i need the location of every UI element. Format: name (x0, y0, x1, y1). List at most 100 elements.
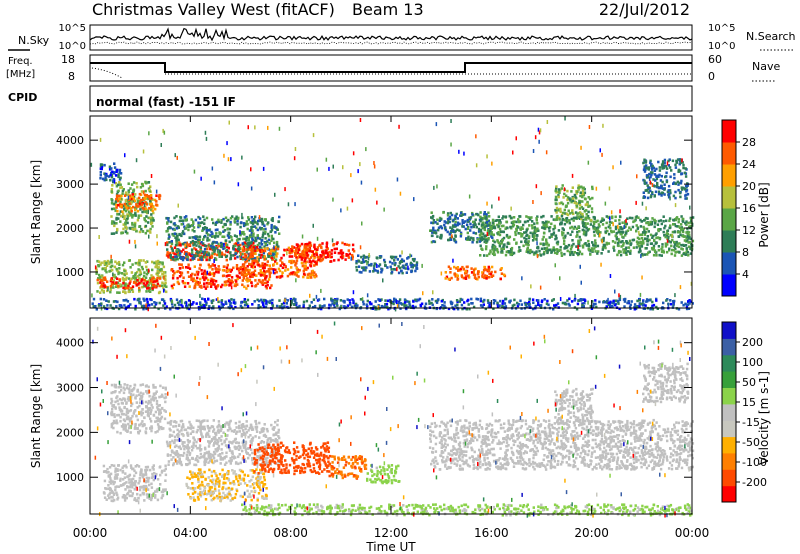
power-cell (492, 299, 496, 302)
power-cell (432, 221, 435, 225)
power-cell (224, 216, 228, 220)
power-cell (262, 299, 266, 302)
power-cell (273, 248, 277, 251)
velocity-cell (156, 478, 160, 481)
power-cell (432, 228, 435, 232)
power-cell (655, 232, 658, 235)
power-cell (564, 205, 568, 209)
power-cell (263, 258, 266, 261)
power-cell (658, 253, 661, 257)
power-cell (274, 226, 278, 229)
power-cell (625, 253, 628, 256)
power-cell (113, 273, 116, 277)
power-cell (597, 231, 600, 235)
power-cell (464, 220, 467, 223)
power-cell (561, 233, 564, 237)
power-cell (123, 214, 126, 218)
power-cell (332, 243, 335, 247)
power-cell (138, 261, 141, 265)
power-cell (583, 229, 586, 232)
power-cell (346, 298, 349, 301)
power-cell (352, 299, 355, 303)
power-cell (581, 305, 584, 308)
power-cell (504, 215, 508, 218)
power-cell (669, 175, 672, 179)
power-cell (660, 194, 663, 197)
power-cell (664, 245, 668, 248)
power-cell (571, 239, 574, 242)
power-cell (190, 275, 193, 279)
power-cell (238, 276, 241, 279)
power-cell (588, 204, 592, 208)
cpid-text: normal (fast) -151 IF (96, 95, 236, 109)
power-cell (172, 270, 175, 273)
power-cell (96, 290, 99, 293)
power-noise-cell (113, 179, 116, 184)
power-cell (456, 274, 459, 278)
power-cell (148, 188, 151, 192)
power-cell (175, 255, 179, 258)
power-cell (645, 221, 648, 225)
power-cell (205, 281, 209, 285)
power-cell (333, 247, 336, 251)
power-cell (533, 236, 536, 240)
power-cell (221, 283, 224, 287)
power-noise-cell (316, 236, 319, 241)
power-cell (216, 253, 219, 257)
power-cell (150, 202, 153, 206)
power-cell (685, 223, 688, 226)
power-cell (218, 244, 221, 248)
power-noise-cell (651, 183, 654, 187)
power-cell (227, 246, 230, 250)
power-cell (127, 286, 130, 290)
power-cell (118, 171, 121, 174)
power-noise-cell (350, 173, 352, 178)
power-cell (145, 215, 148, 218)
power-cell (450, 230, 453, 233)
power-cell (245, 250, 248, 253)
velocity-cell (150, 486, 154, 489)
power-cell (310, 262, 313, 265)
power-cell (439, 225, 442, 229)
power-cell (143, 196, 147, 200)
power-cell (252, 234, 255, 238)
power-cell (181, 280, 184, 283)
power-cell (102, 282, 105, 285)
power-cell (670, 252, 673, 256)
power-cell (636, 236, 640, 240)
power-noise-cell (227, 157, 230, 162)
power-cell (228, 274, 232, 277)
power-cell (241, 249, 245, 252)
power-cell (444, 271, 447, 274)
power-cell (142, 274, 146, 278)
power-cell (124, 204, 127, 208)
power-cell (596, 252, 599, 255)
power-cell (143, 304, 146, 308)
power-cell (141, 184, 145, 188)
power-cell (131, 276, 135, 280)
power-noise-cell (580, 145, 582, 150)
power-cell (193, 241, 196, 244)
velocity-cell (144, 484, 148, 488)
power-cell (593, 227, 596, 230)
power-cell (474, 232, 478, 235)
power-cell (273, 271, 276, 275)
power-cell (207, 297, 210, 301)
power-cell (138, 286, 141, 290)
power-cell (145, 268, 149, 272)
power-cell (624, 249, 627, 253)
power-cell (361, 266, 364, 269)
nsearch-trace (89, 41, 693, 45)
power-cell (351, 248, 355, 251)
power-noise-cell (274, 192, 276, 197)
power-cell (117, 217, 120, 220)
power-cell (174, 236, 178, 239)
power-cell (633, 303, 637, 306)
power-cell (453, 237, 456, 241)
power-cell (137, 216, 140, 219)
power-cell (577, 239, 580, 243)
power-cell (477, 230, 481, 233)
power-cell (255, 226, 258, 230)
power-cell (638, 299, 641, 302)
power-cell (258, 237, 262, 240)
